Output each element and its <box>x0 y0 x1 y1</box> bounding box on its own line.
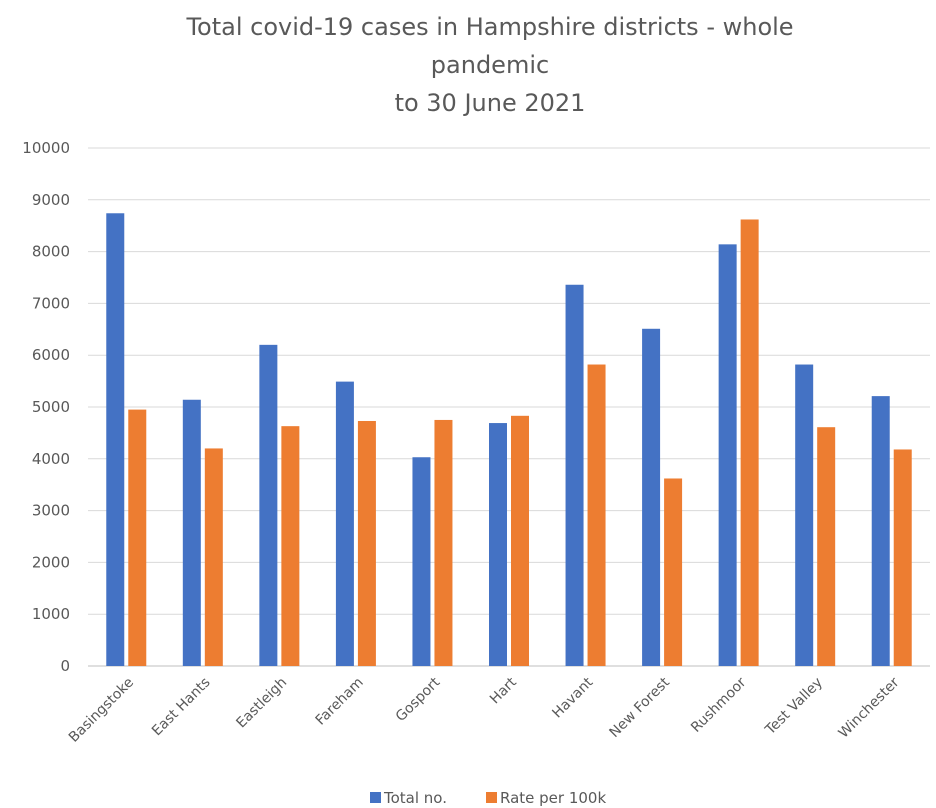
legend-label: Rate per 100k <box>500 789 606 807</box>
bar-rate-per-100k-gosport <box>434 419 453 666</box>
bar-rate-per-100k-basingstoke <box>128 409 147 666</box>
bar-total-no-fareham <box>335 381 354 666</box>
y-tick-label: 7000 <box>32 294 70 312</box>
x-tick-label: Winchester <box>836 674 903 741</box>
bars <box>106 213 912 666</box>
bar-total-no-east-hants <box>182 399 201 666</box>
bar-total-no-new-forest <box>642 328 661 666</box>
y-tick-label: 5000 <box>32 398 70 416</box>
bar-rate-per-100k-rushmoor <box>740 219 759 666</box>
x-tick-label: Eastleigh <box>233 675 290 732</box>
y-tick-label: 2000 <box>32 553 70 571</box>
x-tick-label: Basingstoke <box>66 675 137 746</box>
x-tick-label: Havant <box>549 674 596 721</box>
chart-title-line: Total covid-19 cases in Hampshire distri… <box>185 13 793 41</box>
x-tick-label: Hart <box>487 674 520 707</box>
bar-total-no-eastleigh <box>259 344 278 666</box>
y-tick-label: 1000 <box>32 605 70 623</box>
bar-rate-per-100k-test-valley <box>817 427 836 666</box>
bar-rate-per-100k-winchester <box>893 449 912 666</box>
x-tick-label: New Forest <box>606 674 673 741</box>
x-tick-label: Rushmoor <box>688 674 749 735</box>
x-tick-label: Fareham <box>313 675 367 729</box>
y-axis-tick-labels: 0 1000 2000 3000 4000 5000 6000 7000 8000 9000 100… <box>22 139 70 675</box>
legend-swatch <box>486 792 497 803</box>
chart-title-line: to 30 June 2021 <box>395 89 586 117</box>
legend-label: Total no. <box>383 789 447 807</box>
y-tick-label: 9000 <box>32 191 70 209</box>
bar-total-no-gosport <box>412 457 431 666</box>
x-axis-tick-labels: Basingstoke East Hants Eastleigh Fareham Gos… <box>66 674 903 746</box>
x-tick-label: East Hants <box>149 675 214 740</box>
bar-total-no-test-valley <box>795 364 814 666</box>
gridlines <box>88 147 930 667</box>
chart-title: Total covid-19 cases in Hampshire distri… <box>185 13 793 117</box>
bar-rate-per-100k-fareham <box>357 420 376 666</box>
legend-swatch <box>370 792 381 803</box>
bar-rate-per-100k-new-forest <box>664 478 683 666</box>
bar-total-no-basingstoke <box>106 213 125 666</box>
bar-rate-per-100k-havant <box>587 364 606 666</box>
y-tick-label: 4000 <box>32 450 70 468</box>
bar-total-no-rushmoor <box>718 244 737 666</box>
chart-title-line: pandemic <box>431 51 549 79</box>
x-tick-label: Gosport <box>393 674 444 725</box>
y-tick-label: 8000 <box>32 243 70 261</box>
y-tick-label: 6000 <box>32 346 70 364</box>
y-tick-label: 3000 <box>32 502 70 520</box>
y-tick-label: 0 <box>60 657 70 675</box>
bar-rate-per-100k-eastleigh <box>281 426 300 666</box>
x-tick-label: Test Valley <box>762 675 826 739</box>
legend: Total no. Rate per 100k <box>370 789 606 807</box>
bar-total-no-hart <box>489 423 507 666</box>
bar-total-no-winchester <box>871 396 890 666</box>
bar-rate-per-100k-hart <box>511 415 529 666</box>
y-tick-label: 10000 <box>22 139 70 157</box>
bar-rate-per-100k-east-hants <box>204 448 223 666</box>
bar-total-no-havant <box>565 284 584 666</box>
